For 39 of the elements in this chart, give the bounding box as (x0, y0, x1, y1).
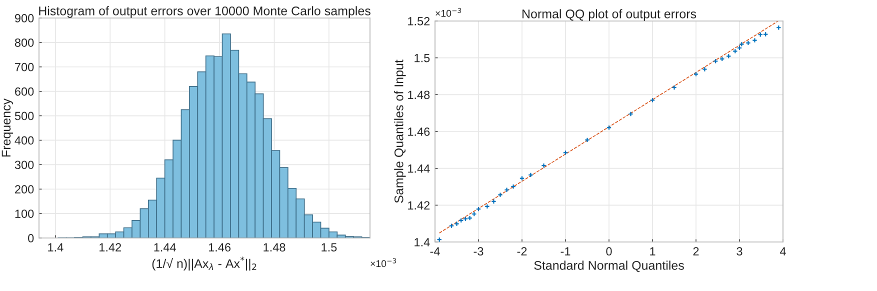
text: ×10$^{−3}$ (370, 258, 396, 268)
y-tick-label: 100 (15, 210, 34, 218)
chart-title: Histogram of output errors over 10000 Monte Carlo samples (39, 6, 370, 18)
x-tick-label: -3 (474, 247, 484, 256)
x-tick-label: 4 (780, 247, 786, 256)
x-tick-label: -4 (430, 247, 440, 256)
y-tick-label: 1.46 (408, 128, 430, 136)
x-tick-label: -2 (517, 247, 527, 256)
x-tick-label: -1 (560, 247, 570, 256)
x-tick-label: 1.46 (208, 243, 231, 252)
x-axis-title: (1/√ n)||Ax$_{λ}$ - Ax$^{*}$||$_{2}$ (152, 256, 256, 271)
y-tick-label: 1.42 (408, 201, 430, 210)
y-tick-label: 400 (14, 136, 34, 145)
y-tick-label: 1.44 (408, 164, 430, 173)
y-tick-label: 600 (15, 87, 34, 96)
y-axis-title: Sample Quantiles of Input (394, 60, 406, 203)
y-tick-label: 1.52 (408, 17, 430, 26)
y-tick-label: 1.48 (408, 90, 430, 100)
y-tick-label: 500 (14, 112, 34, 120)
x-tick-label: 3 (736, 247, 742, 256)
x-tick-label: 1.4 (48, 243, 64, 252)
y-tick-label: 900 (14, 14, 34, 22)
chart-title: Normal QQ plot of output errors (522, 9, 696, 21)
y-axis-title: Frequency (2, 98, 14, 156)
x-axis-title: Standard Normal Quantiles (534, 260, 684, 272)
y-tick-label: 700 (15, 62, 34, 72)
x-tick-label: 1.48 (264, 243, 286, 252)
text: ×10$^{−3}$ (436, 8, 462, 17)
y-tick-label: 1.5 (414, 54, 430, 62)
y-tick-label: 0 (28, 234, 34, 242)
x-tick-label: 1 (650, 247, 656, 256)
x-tick-label: 1.5 (322, 243, 337, 252)
y-tick-label: 200 (15, 185, 34, 194)
y-tick-label: 800 (14, 38, 34, 47)
x-tick-label: 1.42 (100, 243, 122, 252)
x-tick-label: 2 (693, 247, 699, 256)
x-tick-label: 1.44 (154, 243, 176, 252)
y-tick-label: 300 (14, 160, 34, 170)
x-tick-label: 0 (606, 247, 612, 256)
